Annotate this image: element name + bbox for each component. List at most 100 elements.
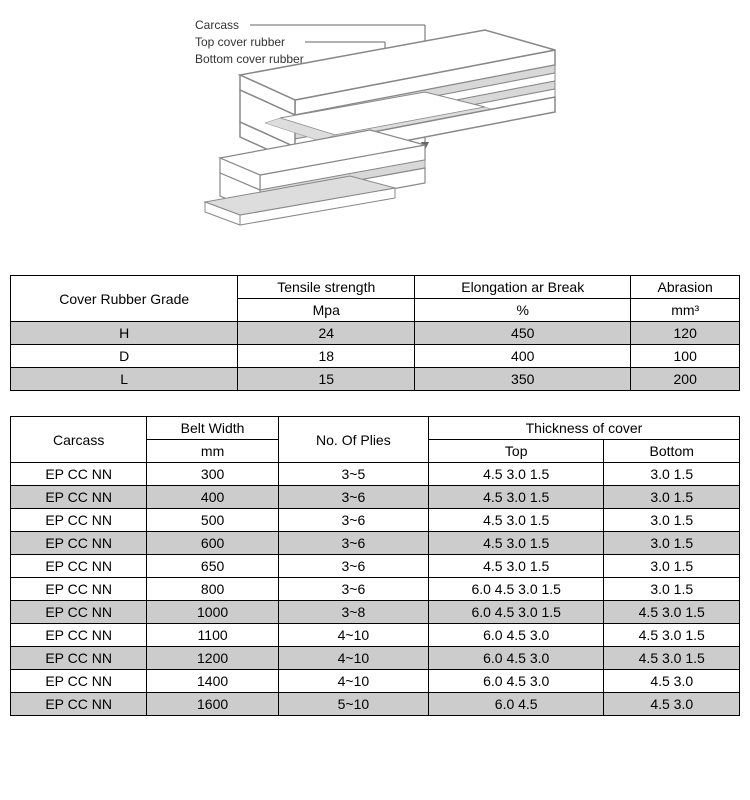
cell: 1000 bbox=[147, 601, 278, 624]
cell: 3.0 1.5 bbox=[604, 578, 740, 601]
cell: H bbox=[11, 322, 238, 345]
cell: EP CC NN bbox=[11, 532, 147, 555]
cell: EP CC NN bbox=[11, 555, 147, 578]
cell: 4.5 3.0 bbox=[604, 670, 740, 693]
cell: EP CC NN bbox=[11, 647, 147, 670]
cell: 4.5 3.0 1.5 bbox=[604, 647, 740, 670]
cell: 4.5 3.0 1.5 bbox=[428, 486, 604, 509]
cell: 4.5 3.0 1.5 bbox=[428, 555, 604, 578]
cell: 400 bbox=[147, 486, 278, 509]
table-row: D 18 400 100 bbox=[11, 345, 740, 368]
cell: 500 bbox=[147, 509, 278, 532]
cell: 6.0 4.5 3.0 1.5 bbox=[428, 601, 604, 624]
cell: EP CC NN bbox=[11, 693, 147, 716]
cell: 4.5 3.0 1.5 bbox=[428, 509, 604, 532]
table-row: Cover Rubber Grade Tensile strength Elon… bbox=[11, 276, 740, 299]
header-bottom: Bottom bbox=[604, 440, 740, 463]
cell: 3~6 bbox=[278, 532, 428, 555]
table-row: EP CC NN 1200 4~10 6.0 4.5 3.0 4.5 3.0 1… bbox=[11, 647, 740, 670]
table-row: EP CC NN 500 3~6 4.5 3.0 1.5 3.0 1.5 bbox=[11, 509, 740, 532]
cell: 6.0 4.5 3.0 1.5 bbox=[428, 578, 604, 601]
cell: 100 bbox=[631, 345, 740, 368]
table-row: EP CC NN 1100 4~10 6.0 4.5 3.0 4.5 3.0 1… bbox=[11, 624, 740, 647]
header-width: Belt Width bbox=[147, 417, 278, 440]
cell: 1200 bbox=[147, 647, 278, 670]
cell: 1600 bbox=[147, 693, 278, 716]
cell: EP CC NN bbox=[11, 670, 147, 693]
cover-rubber-grade-table: Cover Rubber Grade Tensile strength Elon… bbox=[10, 275, 740, 391]
cell: 3.0 1.5 bbox=[604, 555, 740, 578]
header-thickness: Thickness of cover bbox=[428, 417, 739, 440]
unit-abrasion: mm³ bbox=[631, 299, 740, 322]
header-grade: Cover Rubber Grade bbox=[11, 276, 238, 322]
table-row: EP CC NN 1000 3~8 6.0 4.5 3.0 1.5 4.5 3.… bbox=[11, 601, 740, 624]
cell: 4.5 3.0 1.5 bbox=[604, 601, 740, 624]
table-row: EP CC NN 600 3~6 4.5 3.0 1.5 3.0 1.5 bbox=[11, 532, 740, 555]
cell: 3.0 1.5 bbox=[604, 463, 740, 486]
cell: 3.0 1.5 bbox=[604, 509, 740, 532]
cell: 600 bbox=[147, 532, 278, 555]
cell: 3~6 bbox=[278, 486, 428, 509]
header-top: Top bbox=[428, 440, 604, 463]
header-abrasion: Abrasion bbox=[631, 276, 740, 299]
cell: 1100 bbox=[147, 624, 278, 647]
label-carcass: Carcass bbox=[195, 18, 239, 32]
cell: 4~10 bbox=[278, 647, 428, 670]
cell: 4.5 3.0 1.5 bbox=[428, 463, 604, 486]
table-row: Carcass Belt Width No. Of Plies Thicknes… bbox=[11, 417, 740, 440]
cell: 18 bbox=[238, 345, 415, 368]
table-row: EP CC NN 650 3~6 4.5 3.0 1.5 3.0 1.5 bbox=[11, 555, 740, 578]
cell: 24 bbox=[238, 322, 415, 345]
label-top-cover: Top cover rubber bbox=[195, 35, 285, 49]
cell: 6.0 4.5 3.0 bbox=[428, 670, 604, 693]
cell: 300 bbox=[147, 463, 278, 486]
cell: 3~5 bbox=[278, 463, 428, 486]
cell: 1400 bbox=[147, 670, 278, 693]
table-row: EP CC NN 800 3~6 6.0 4.5 3.0 1.5 3.0 1.5 bbox=[11, 578, 740, 601]
carcass-spec-table: Carcass Belt Width No. Of Plies Thicknes… bbox=[10, 416, 740, 716]
cell: EP CC NN bbox=[11, 463, 147, 486]
cell: EP CC NN bbox=[11, 601, 147, 624]
cell: D bbox=[11, 345, 238, 368]
belt-diagram: Carcass Top cover rubber Bottom cover ru… bbox=[165, 10, 585, 260]
cell: 4~10 bbox=[278, 670, 428, 693]
cell: 5~10 bbox=[278, 693, 428, 716]
header-plies: No. Of Plies bbox=[278, 417, 428, 463]
cell: 800 bbox=[147, 578, 278, 601]
cell: 4~10 bbox=[278, 624, 428, 647]
header-tensile: Tensile strength bbox=[238, 276, 415, 299]
cell: 3~6 bbox=[278, 578, 428, 601]
cell: EP CC NN bbox=[11, 486, 147, 509]
unit-tensile: Mpa bbox=[238, 299, 415, 322]
cell: EP CC NN bbox=[11, 624, 147, 647]
unit-width: mm bbox=[147, 440, 278, 463]
cell: L bbox=[11, 368, 238, 391]
cell: 200 bbox=[631, 368, 740, 391]
label-bottom-cover: Bottom cover rubber bbox=[195, 52, 304, 66]
unit-elongation: % bbox=[415, 299, 631, 322]
cell: 6.0 4.5 bbox=[428, 693, 604, 716]
cell: 400 bbox=[415, 345, 631, 368]
header-elongation: Elongation ar Break bbox=[415, 276, 631, 299]
cell: 3~6 bbox=[278, 555, 428, 578]
cell: 4.5 3.0 1.5 bbox=[604, 624, 740, 647]
cell: 3.0 1.5 bbox=[604, 532, 740, 555]
header-carcass: Carcass bbox=[11, 417, 147, 463]
cell: 4.5 3.0 1.5 bbox=[428, 532, 604, 555]
cell: 6.0 4.5 3.0 bbox=[428, 624, 604, 647]
cell: 15 bbox=[238, 368, 415, 391]
cell: 6.0 4.5 3.0 bbox=[428, 647, 604, 670]
cell: 650 bbox=[147, 555, 278, 578]
cell: 3~8 bbox=[278, 601, 428, 624]
table-row: EP CC NN 1600 5~10 6.0 4.5 4.5 3.0 bbox=[11, 693, 740, 716]
cell: 3.0 1.5 bbox=[604, 486, 740, 509]
cell: EP CC NN bbox=[11, 578, 147, 601]
table-row: L 15 350 200 bbox=[11, 368, 740, 391]
cell: 120 bbox=[631, 322, 740, 345]
cell: EP CC NN bbox=[11, 509, 147, 532]
cell: 450 bbox=[415, 322, 631, 345]
table-row: EP CC NN 1400 4~10 6.0 4.5 3.0 4.5 3.0 bbox=[11, 670, 740, 693]
cell: 350 bbox=[415, 368, 631, 391]
cell: 3~6 bbox=[278, 509, 428, 532]
table-row: H 24 450 120 bbox=[11, 322, 740, 345]
